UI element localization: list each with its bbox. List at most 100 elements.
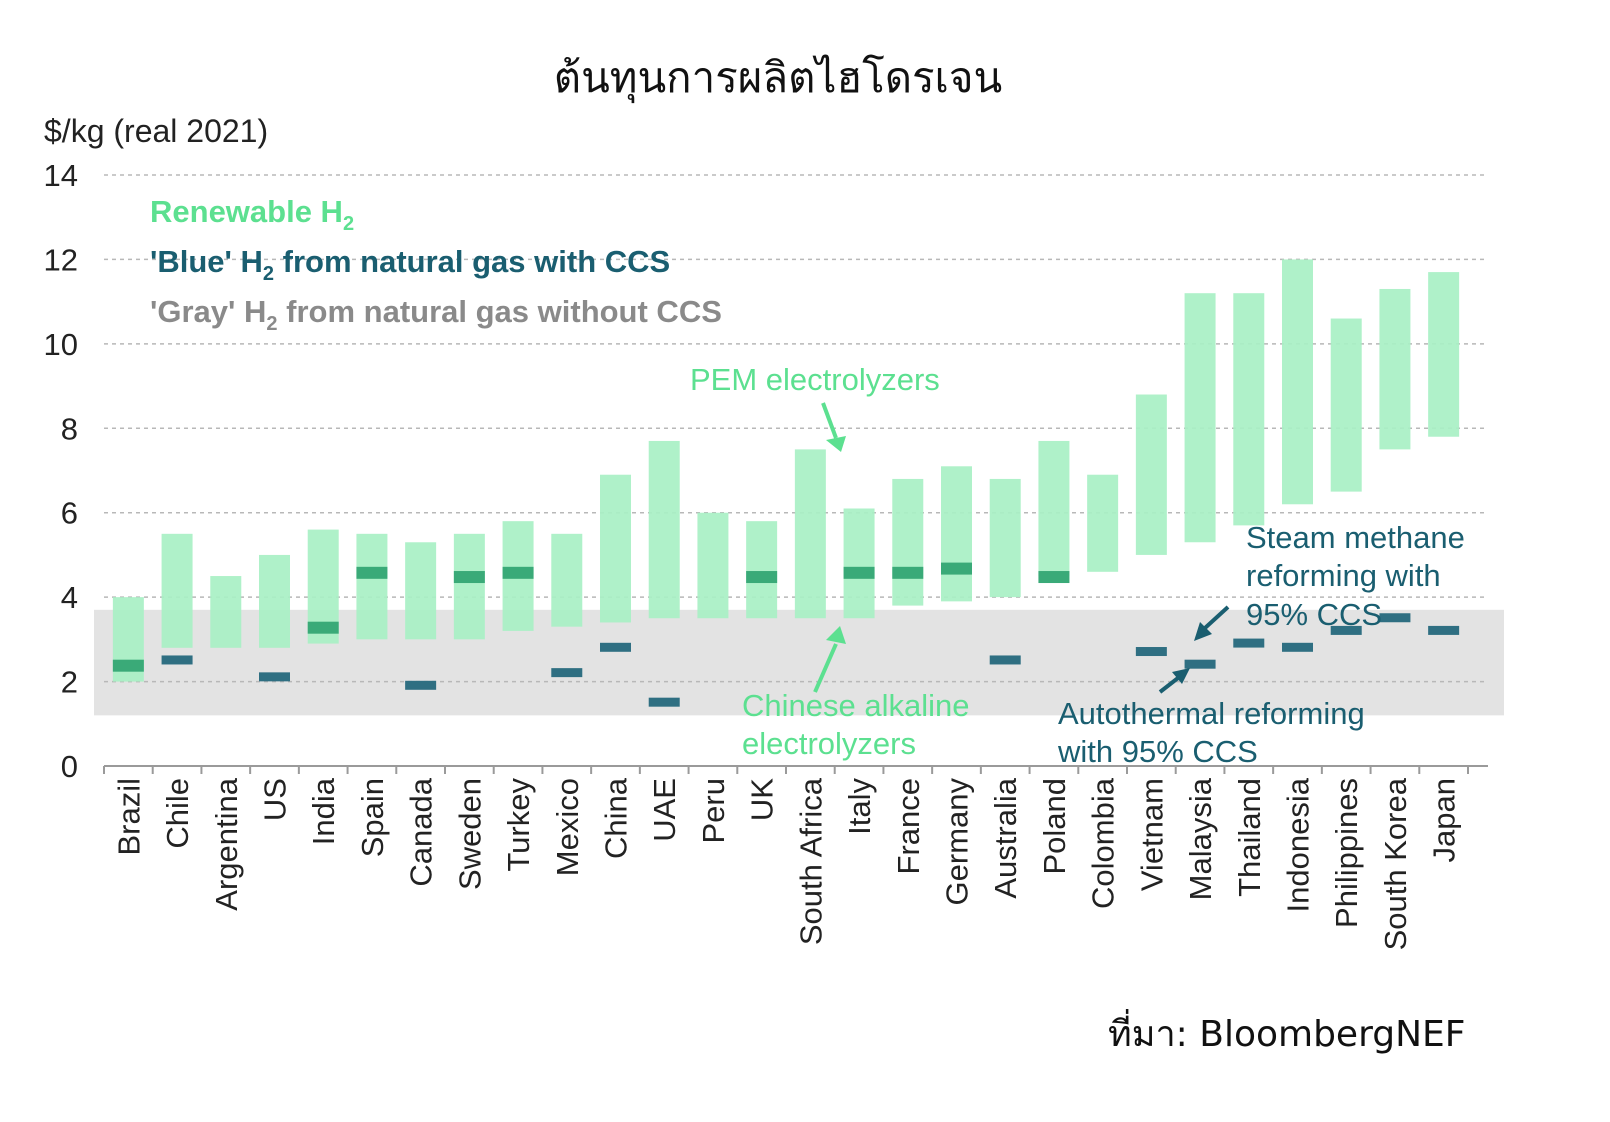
renewable-range-bar (1087, 474, 1119, 572)
renewable-range-bar (551, 533, 583, 627)
annotation-smr-line2: reforming with (1246, 558, 1441, 593)
blue-h2-marker (161, 655, 193, 665)
x-tick-label: Japan (1427, 778, 1462, 862)
blue-h2-marker (843, 566, 875, 579)
x-tick-label: Indonesia (1281, 777, 1316, 912)
legend-renewable-sub: 2 (343, 213, 354, 235)
x-tick-label: Australia (988, 777, 1023, 898)
source-note: ที่มา: BloombergNEF (1108, 1009, 1465, 1055)
legend-renewable: Renewable H2 (150, 194, 354, 235)
blue-h2-marker (648, 697, 680, 707)
legend-renewable-label: Renewable H (150, 194, 343, 229)
blue-h2-marker (1379, 613, 1411, 623)
blue-h2-marker (259, 672, 290, 682)
chart-title: ต้นทุนการผลิตไฮโดรเจน (554, 53, 1002, 104)
x-tick-label: Italy (842, 778, 877, 835)
x-tick-label: South Africa (793, 777, 828, 945)
renewable-range-bar (1330, 318, 1362, 492)
arrow-pem (821, 402, 846, 452)
x-tick-label: Sweden (452, 778, 487, 890)
x-tick-label: Colombia (1086, 777, 1121, 909)
legend-gray: 'Gray' H2 from natural gas without CCS (150, 294, 722, 335)
renewable-range-bar (1428, 272, 1460, 437)
legend-blue: 'Blue' H2 from natural gas with CCS (150, 244, 670, 285)
blue-h2-marker (112, 659, 144, 672)
annotation-smr-line1: Steam methane (1246, 520, 1465, 555)
annotation-alkaline-line1: Chinese alkaline (742, 688, 969, 723)
x-tick-label: Chile (160, 778, 195, 849)
legend-gray-post: from natural gas without CCS (278, 294, 722, 329)
x-tick-label: Poland (1037, 778, 1072, 875)
renewable-range-bar (1135, 394, 1167, 555)
x-tick-label: Thailand (1232, 778, 1267, 897)
y-tick-label: 10 (44, 327, 78, 362)
legend-blue-post: from natural gas with CCS (274, 244, 670, 279)
renewable-range-bar (1038, 440, 1070, 577)
renewable-range-bar (843, 508, 875, 619)
arrow-smr (1194, 605, 1230, 641)
renewable-range-bar (210, 576, 242, 648)
x-tick-label: Turkey (501, 778, 536, 872)
x-tick-label: Argentina (209, 777, 244, 910)
x-tick-label: Philippines (1329, 778, 1364, 928)
blue-h2-marker (600, 642, 631, 652)
y-tick-label: 14 (44, 158, 78, 193)
blue-h2-marker (1282, 642, 1313, 652)
x-tick-label: Canada (404, 777, 439, 886)
x-tick-label: Vietnam (1134, 778, 1169, 891)
renewable-range-bar (794, 449, 826, 619)
legend-gray-sub: 2 (266, 313, 277, 335)
blue-h2-marker (1233, 638, 1265, 648)
y-tick-label: 6 (61, 496, 78, 531)
renewable-range-bar (941, 466, 972, 602)
renewable-range-bar (648, 440, 680, 619)
blue-h2-markers (112, 562, 1460, 707)
blue-h2-marker (941, 562, 972, 575)
x-tick-label: Mexico (550, 778, 585, 876)
legend-blue-pre: 'Blue' H (150, 244, 263, 279)
blue-h2-marker (453, 571, 485, 584)
annotation-atr-line1: Autothermal reforming (1058, 696, 1365, 731)
renewable-range-bar (1379, 288, 1411, 450)
x-tick-label: Malaysia (1183, 777, 1218, 900)
arrow-alkaline (813, 626, 846, 693)
x-tick-label: Spain (355, 778, 390, 857)
x-tick-label: US (258, 778, 293, 821)
renewable-range-bar (161, 533, 193, 648)
blue-h2-marker (989, 655, 1021, 665)
x-tick-label: Brazil (111, 778, 146, 856)
renewable-range-bar (453, 533, 485, 640)
renewable-bars (112, 259, 1460, 682)
x-tick-label: India (306, 777, 341, 845)
annotation-atr-line2: with 95% CCS (1057, 734, 1258, 769)
renewable-range-bar (1233, 293, 1265, 526)
blue-h2-marker (1135, 647, 1167, 657)
y-tick-label: 12 (44, 242, 78, 277)
renewable-range-bar (697, 512, 729, 619)
x-tick-label: UK (745, 778, 780, 821)
arrow-atr (1158, 668, 1190, 694)
legend: Renewable H2 'Blue' H2 from natural gas … (150, 194, 722, 335)
blue-h2-marker (1038, 571, 1070, 584)
x-tick-label: Germany (940, 778, 975, 906)
y-tick-labels: 0 2 4 6 8 10 12 14 (44, 158, 78, 784)
annotation-pem: PEM electrolyzers (690, 362, 940, 397)
blue-h2-marker (1184, 659, 1216, 669)
blue-h2-marker (502, 566, 534, 579)
axes (103, 765, 1488, 774)
renewable-range-bar (892, 478, 924, 606)
x-tick-label: UAE (647, 778, 682, 842)
blue-h2-marker (307, 621, 339, 634)
y-tick-label: 8 (61, 411, 78, 446)
renewable-range-bar (259, 554, 290, 648)
renewable-range-bar (989, 478, 1021, 598)
blue-h2-marker (405, 680, 437, 690)
y-tick-label: 2 (61, 665, 78, 700)
x-tick-label: Peru (696, 778, 731, 843)
renewable-range-bar (405, 542, 437, 640)
renewable-range-bar (1184, 293, 1216, 543)
y-axis-label: $/kg (real 2021) (44, 113, 268, 149)
legend-blue-sub: 2 (263, 263, 274, 285)
blue-h2-marker (746, 571, 778, 584)
